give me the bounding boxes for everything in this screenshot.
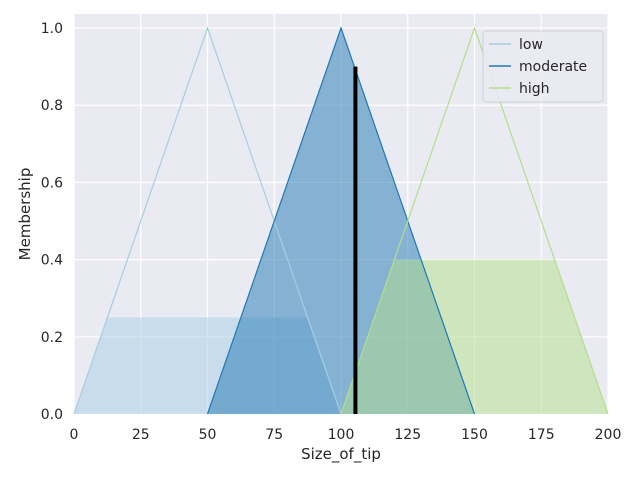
y-tick-label: 0.0 (41, 407, 63, 423)
x-tick-label: 150 (461, 427, 488, 443)
legend: low moderate high (482, 30, 604, 103)
legend-label-moderate: moderate (519, 59, 587, 75)
x-tick-labels: 0 25 50 75 100 125 150 175 200 (70, 427, 622, 443)
membership-line-high (340, 26, 609, 415)
activation-areas (74, 28, 608, 414)
x-tick-label: 75 (265, 427, 283, 443)
legend-label-low: low (519, 37, 543, 53)
y-axis-label: Membership (16, 168, 34, 261)
membership-lines (73, 26, 609, 415)
legend-label-high: high (519, 81, 550, 97)
y-tick-label: 0.4 (41, 253, 63, 269)
activation-area-high (341, 259, 608, 414)
x-tick-label: 50 (199, 427, 217, 443)
x-tick-label: 200 (595, 427, 622, 443)
y-tick-label: 1.0 (41, 21, 63, 37)
y-tick-label: 0.6 (41, 175, 63, 191)
x-tick-label: 100 (328, 427, 355, 443)
membership-line-low (73, 26, 342, 415)
x-tick-label: 175 (528, 427, 555, 443)
x-axis-label: Size_of_tip (301, 445, 381, 464)
legend-box (482, 30, 604, 103)
x-tick-label: 0 (70, 427, 79, 443)
x-tick-label: 25 (132, 427, 150, 443)
membership-line-moderate (206, 26, 476, 415)
y-tick-label: 0.8 (41, 98, 63, 114)
y-tick-label: 0.2 (41, 330, 63, 346)
x-tick-label: 125 (394, 427, 421, 443)
y-tick-labels: 0.0 0.2 0.4 0.6 0.8 1.0 (41, 21, 63, 423)
